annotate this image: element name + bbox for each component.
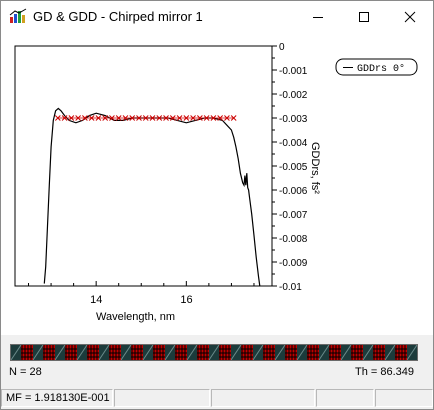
close-button[interactable] [387,1,433,32]
y-tick-label: -0.003 [279,114,308,125]
thickness-label: Th = 86.349 [355,366,415,378]
target-marker [156,115,163,121]
progress-fill-pattern [11,345,417,360]
maximize-button[interactable] [341,1,387,32]
close-icon [404,11,416,22]
minimize-icon [313,16,323,18]
y-tick-label: 0 [279,42,285,53]
maximize-icon [359,11,369,22]
status-cell-4 [316,389,374,407]
status-cell-3 [211,389,315,407]
y-tick-label: -0.005 [279,162,308,173]
optimization-panel: N = 28 Th = 86.349 [1,335,433,387]
x-tick-label: 16 [180,294,192,306]
target-marker [61,115,68,121]
target-marker [142,115,149,121]
y-axis-label: GDDrs, fs² [309,142,321,194]
window-title: GD & GDD - Chirped mirror 1 [33,9,203,24]
target-marker [95,115,102,121]
target-marker [183,115,190,121]
target-marker [109,115,115,121]
y-tick-label: -0.008 [279,234,308,245]
y-tick-label: -0.002 [279,90,308,101]
target-marker [149,115,156,121]
status-cell-2 [114,389,210,407]
x-axis-label: Wavelength, nm [96,311,175,323]
progress-bar [10,344,418,361]
target-marker [197,115,203,121]
target-marker [129,115,136,121]
y-tick-label: -0.009 [279,258,308,269]
target-marker [136,115,142,121]
x-tick-label: 14 [90,294,102,306]
title-bar[interactable]: GD & GDD - Chirped mirror 1 [1,1,433,32]
y-tick-label: -0.004 [279,138,308,149]
target-marker [54,115,61,121]
target-marker [176,115,183,121]
target-marker [217,115,224,121]
status-bar: MF = 1.918130E-001 [1,387,433,409]
target-marker [230,115,237,121]
target-marker [115,115,122,121]
target-marker [88,115,95,121]
status-cell-5 [375,389,433,407]
y-tick-label: -0.001 [279,66,308,77]
target-marker [224,115,230,121]
layer-count-label: N = 28 [9,366,42,378]
plot-panel[interactable]: 0 -0.001 -0.002 -0.003 -0.004 -0.005 -0.006 -0.… [1,32,433,335]
target-marker [122,115,129,121]
target-marker [210,115,217,121]
target-marker [169,115,176,121]
target-marker [82,115,88,121]
target-marker [203,115,210,121]
target-marker [75,115,81,121]
legend-label: GDDrs 0° [357,63,405,75]
y-tick-label: -0.007 [279,210,308,221]
target-marker [102,115,109,121]
target-marker [190,115,196,121]
legend-box[interactable]: GDDrs 0° [335,58,418,76]
gdd-chart[interactable]: 0 -0.001 -0.002 -0.003 -0.004 -0.005 -0.006 -0.… [1,32,433,335]
target-marker [68,115,75,121]
plot-area-frame [14,45,273,287]
gd-gdd-chart-icon [9,8,27,24]
target-marker [163,115,169,121]
y-tick-label: -0.01 [279,282,302,293]
y-tick-label: -0.006 [279,186,308,197]
merit-function-status: MF = 1.918130E-001 [1,389,113,407]
minimize-button[interactable] [295,1,341,32]
